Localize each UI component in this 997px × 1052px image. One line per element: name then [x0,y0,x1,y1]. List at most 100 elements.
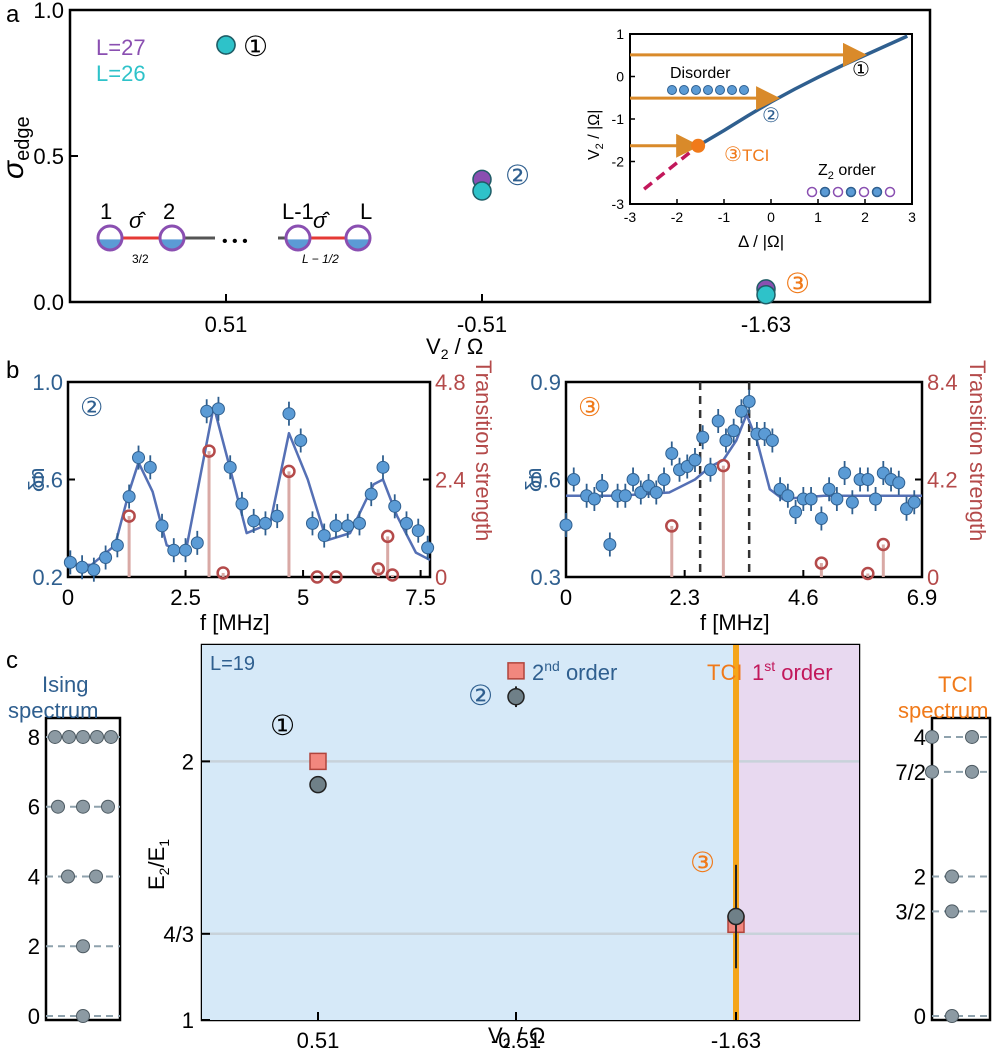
b-transition-marker [385,568,400,582]
a-ytick-label: 0.0 [33,290,64,315]
b-data-point [869,492,883,506]
b-data-point [421,541,435,555]
c-ytick-label: 4/3 [163,922,194,947]
inset-ytick-label: -1 [612,111,625,127]
chain-illustration: 1 2 L-1 L σ̂ σ̂ 3/2 L − 1/2 • • • [96,199,372,266]
b-data-point [87,563,101,577]
spectrum-level-dot [965,764,979,779]
b-transition-marker [329,570,343,584]
spectrum-level-label: 2 [28,934,40,959]
inset-xtick-label: -3 [624,209,637,225]
z2-order-dot [832,186,844,198]
spectrum-level-label: 6 [28,795,40,820]
panel-b-left-marker: ② [80,392,103,422]
inset-ytick-label: -3 [612,196,625,212]
panel-b-right-xlabel: f [MHz] [700,610,770,635]
panel-c-size-label: L=19 [210,653,255,675]
b-xtick-label: 6.9 [907,585,938,610]
spectrum-level-dot [62,729,76,744]
b-data-point [179,543,193,557]
a-point-l26 [756,284,776,305]
inset-tci-point [691,138,706,153]
panel-label-a: a [6,1,20,28]
panel-b-left-xlabel: f [MHz] [200,610,270,635]
b-data-point [190,536,204,550]
b-ytick-label: 0.6 [530,468,561,493]
marker-3-label: ③ [785,268,810,299]
b-ytick-label: 0.3 [530,565,561,590]
inset-xtick-label: 2 [861,209,869,225]
b-data-point [665,447,679,460]
b-transition-marker [202,444,216,458]
inset-xlabel: Δ / |Ω| [738,232,784,251]
ising-title-1: Ising [42,672,88,697]
b-data-point [258,516,272,530]
b-data-point [110,538,124,552]
inset-xtick-label: -2 [671,209,684,225]
b-data-point [649,486,663,499]
ising-spectrum: 0 2 4 6 8 [28,725,120,1029]
spectrum-level-label: 4 [914,725,926,750]
a-point-l26 [472,181,492,201]
first-order-region [738,645,859,1020]
panel-a-points [216,35,776,305]
panel-c-xlabel: V2 / Ω [488,1023,545,1051]
b-data-point [235,497,249,511]
b-data-point [99,551,113,564]
inset-ytick-label: -2 [612,154,625,170]
second-order-region [202,645,738,1020]
b-ytick-label: 0.9 [530,370,561,395]
c-xtick-label: 0.51 [297,1028,340,1052]
inset-marker-2: ② [762,105,780,127]
b-data-point [341,519,355,533]
inset-marker-1: ① [852,59,870,81]
spectrum-level-dot [61,869,75,884]
b-data-point [765,434,779,447]
c-dot-marker [727,907,745,926]
b-transition-marker [716,458,731,473]
b-data-point [282,407,296,421]
c-xtick-label: -0.51 [491,1028,541,1052]
panel-b-left-ylabel-right: Transition strength [471,360,496,541]
disorder-dot [727,85,737,95]
inset-disorder-label: Disorder [670,65,731,82]
c-dot-marker [309,775,327,794]
inset-plot [630,34,909,191]
panel-a-ylabel: σedge [0,116,34,179]
b-ytick-label: 0.2 [32,565,63,590]
disorder-dot [703,85,713,95]
b-fit-curve [68,405,431,567]
tci-spectrum-frame [930,716,992,1022]
b-data-point [804,492,818,506]
site-1 [96,224,124,252]
b-data-point [399,516,413,530]
c-marker-3: ③ [690,847,715,878]
b-transition-marker [122,509,136,523]
sigma-1: σ̂ [129,208,146,233]
b-data-point [618,489,632,503]
panel-a-y-ticks: 0.0 0.5 1.0 [33,0,78,315]
chain-ellipsis: • • • [222,233,248,250]
legend-l27: L=27 [96,35,146,60]
b-data-point [719,434,733,447]
panel-b-right-marker: ③ [578,392,601,422]
b-data-point [892,476,906,490]
site-2-label: 2 [163,199,175,224]
b-transition-marker [216,566,230,580]
panel-b-right-ylabel-right: Transition strength [965,360,990,541]
b-data-point [317,529,331,543]
first-order-label: 1st order [752,658,833,685]
b-data-point [657,473,671,486]
b-data-point [247,514,261,528]
sigma-2: σ̂ [313,208,330,233]
c-square-marker [507,662,525,680]
panel-label-c: c [6,647,18,674]
b-data-point [595,479,609,493]
b-data-point [742,395,756,408]
b-data-point [559,518,573,532]
b-ytick-right-label: 0 [927,565,939,590]
site-l-minus-1-label: L-1 [282,199,314,224]
tci-spectrum: 0 3/2 2 7/2 4 [895,725,990,1029]
b-data-point [132,451,146,465]
